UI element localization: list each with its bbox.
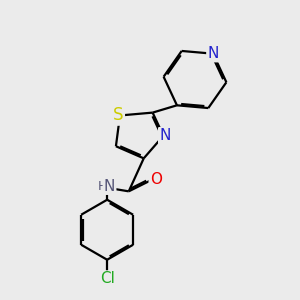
Text: O: O bbox=[150, 172, 162, 187]
Text: N: N bbox=[159, 128, 171, 143]
Text: N: N bbox=[104, 179, 115, 194]
Text: S: S bbox=[113, 106, 124, 124]
Text: N: N bbox=[207, 46, 219, 61]
Text: H: H bbox=[98, 180, 107, 193]
Text: Cl: Cl bbox=[100, 272, 115, 286]
